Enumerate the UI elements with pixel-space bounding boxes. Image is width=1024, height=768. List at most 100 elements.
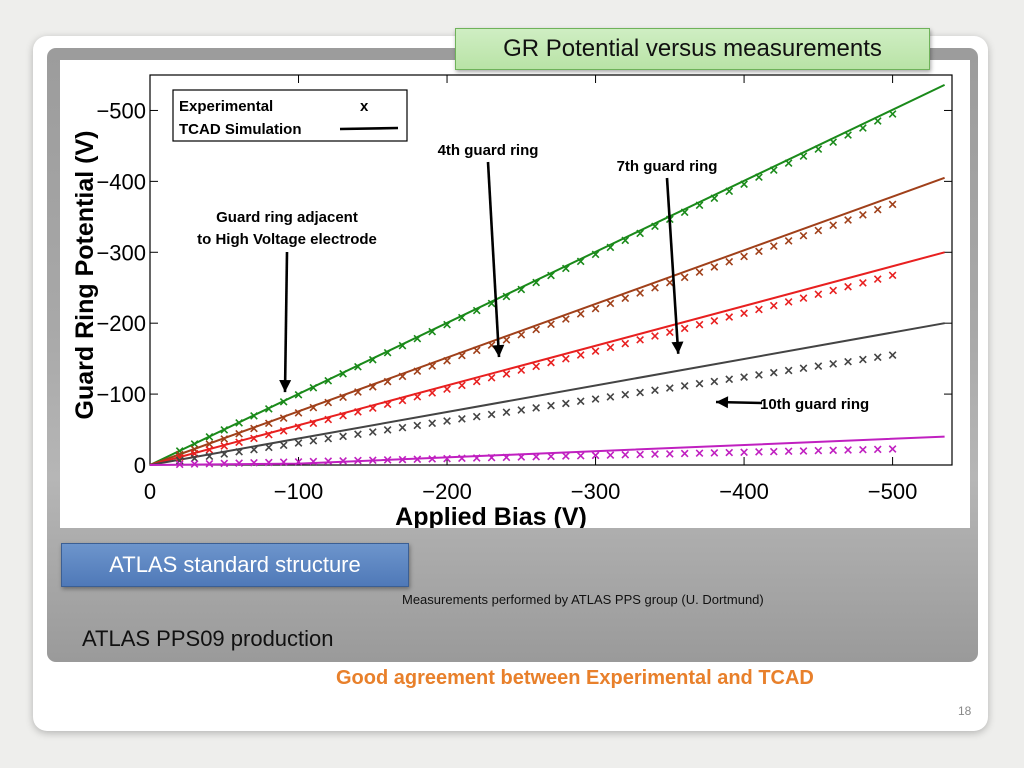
experimental-point [784,237,793,245]
annotation-4th-guard-ring: 4th guard ring [438,142,539,159]
experimental-point [205,452,214,461]
x-axis-title: Applied Bias (V) [395,503,587,528]
experimental-point [205,459,214,468]
experimental-point [725,313,734,321]
experimental-point [309,383,318,392]
experimental-point [517,330,526,339]
experimental-point [502,336,511,344]
experimental-point [339,456,347,465]
experimental-point [339,432,347,441]
experimental-point [547,271,555,280]
experimental-point [458,454,466,463]
experimental-point [205,433,214,441]
experimental-point [621,236,630,245]
experimental-point [725,448,734,457]
experimental-point [383,425,392,434]
experimental-point [755,173,763,182]
x-tick-label: −400 [719,479,769,504]
experimental-point [175,450,184,459]
experimental-point [665,449,674,458]
experimental-point [799,447,808,455]
experimental-point [250,445,258,454]
legend-label-tcad: TCAD Simulation [179,121,302,138]
experimental-point [220,450,229,458]
experimental-point [354,456,362,465]
guard-ring-chart: 0 −100 −200 −300 −400 −500 0 −100 −200 −300 −400 −5… [71,74,953,528]
experimental-point [398,396,407,405]
experimental-point [354,430,362,439]
experimental-point [621,450,630,459]
experimental-point [680,324,689,333]
experimental-point [220,442,229,450]
experimental-point [250,434,258,443]
experimental-point [859,210,867,219]
experimental-point [279,441,288,450]
experimental-point [472,346,481,355]
experimental-point [680,381,689,390]
experimental-point [250,424,258,433]
experimental-point [859,124,867,132]
experimental-points [175,110,897,469]
experimental-point [606,392,615,401]
experimental-point [665,384,674,392]
arrow-adjacent-guard-ring [283,251,289,393]
arrow-7th-guard-ring-head [671,341,684,354]
experimental-point [354,362,362,371]
experimental-point [339,411,347,420]
experimental-point [532,278,541,287]
x-tick-label: −100 [274,479,324,504]
experimental-point [502,370,511,378]
experimental-point [264,458,273,467]
experimental-point [665,328,674,337]
experimental-point [458,414,466,423]
experimental-point [235,447,243,456]
annotation-adjacent-guard-ring: Guard ring adjacent [216,209,358,226]
experimental-point [561,264,570,273]
experimental-point [294,439,303,447]
experimental-point [621,390,630,399]
experimental-point [205,440,214,449]
y-tick-label: −100 [96,382,146,407]
axes: 0 −100 −200 −300 −400 −500 0 −100 −200 −300 −400 −5… [71,74,953,528]
x-tick-label: 0 [144,479,156,504]
experimental-point [458,313,466,322]
experimental-point [324,457,333,466]
experimental-point [695,268,704,277]
experimental-point [324,398,333,407]
experimental-point [294,390,303,399]
experimental-point [368,456,377,465]
experimental-point [517,453,526,461]
experimental-point [769,242,778,250]
experimental-point [532,362,541,371]
experimental-point [264,404,273,413]
experimental-point [324,434,333,443]
experimental-point [636,450,644,459]
experimental-point [547,320,555,329]
experimental-point [517,285,526,294]
experimental-point [829,138,838,146]
experimental-point [576,351,585,359]
experimental-point [621,339,630,348]
experimental-point [532,403,541,412]
experimental-point [651,222,659,231]
experimental-point [309,436,318,445]
legend: Experimental x TCAD Simulation [172,89,408,142]
experimental-point [443,417,451,425]
conclusion-text: Good agreement between Experimental and … [336,667,814,689]
experimental-point [740,373,748,381]
annotation-10th-guard-ring: 10th guard ring [760,396,869,413]
y-axis-title: Guard Ring Potential (V) [71,131,99,420]
experimental-point [888,110,897,118]
experimental-point [368,355,377,364]
experimental-point [205,445,214,454]
experimental-point [190,460,199,468]
experimental-point [502,453,511,462]
experimental-point [235,459,243,467]
experimental-point [740,309,748,318]
experimental-point [279,397,288,406]
x-tick-label: −300 [571,479,621,504]
experimental-point [844,446,852,454]
experimental-point [710,194,719,203]
experimental-point [443,385,451,393]
experimental-point [576,309,585,318]
